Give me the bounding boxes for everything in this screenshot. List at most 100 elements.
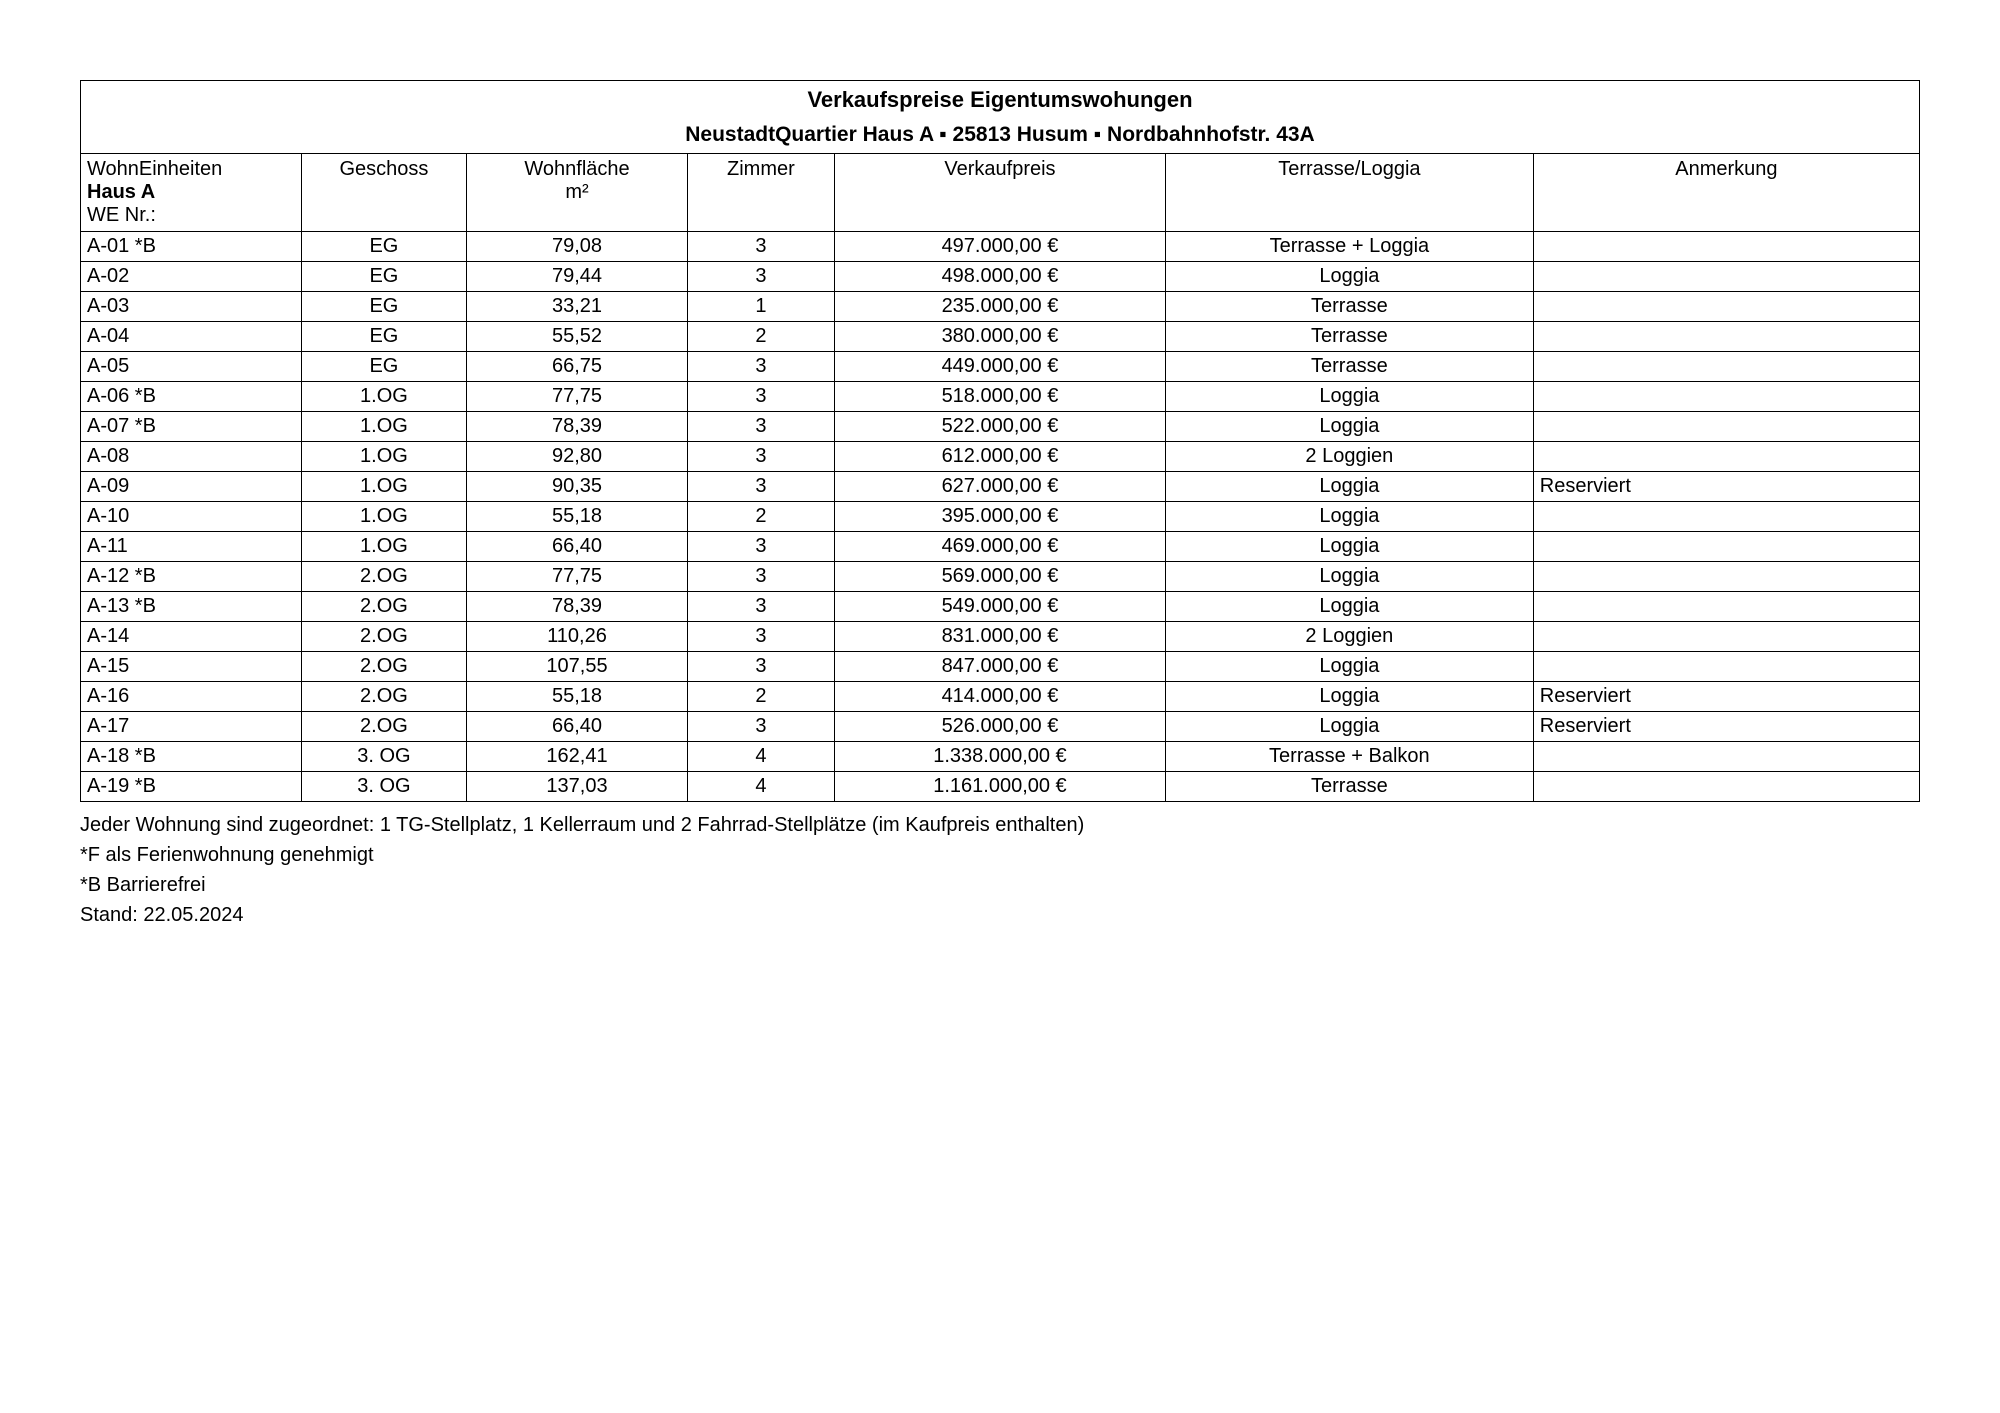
cell-outdoor: 2 Loggien [1165,442,1533,472]
cell-flaeche: 137,03 [467,772,688,802]
cell-we: A-03 [81,292,302,322]
table-row: A-13 *B2.OG78,393549.000,00 €Loggia [81,592,1920,622]
cell-we: A-06 *B [81,382,302,412]
cell-preis: 522.000,00 € [834,412,1165,442]
cell-note [1533,382,1919,412]
cell-zimmer: 3 [687,472,834,502]
cell-zimmer: 3 [687,592,834,622]
cell-outdoor: Loggia [1165,532,1533,562]
footnote-line-2: *F als Ferienwohnung genehmigt [80,840,1920,870]
cell-note [1533,502,1919,532]
table-row: A-07 *B1.OG78,393522.000,00 €Loggia [81,412,1920,442]
cell-geschoss: 1.OG [301,502,467,532]
cell-note [1533,442,1919,472]
cell-preis: 395.000,00 € [834,502,1165,532]
cell-zimmer: 3 [687,412,834,442]
cell-geschoss: 2.OG [301,562,467,592]
col-header-flaeche-l2: m² [473,181,681,204]
col-header-preis: Verkaufpreis [834,154,1165,232]
cell-flaeche: 110,26 [467,622,688,652]
table-row: A-19 *B3. OG137,0341.161.000,00 €Terrass… [81,772,1920,802]
cell-flaeche: 77,75 [467,562,688,592]
cell-preis: 549.000,00 € [834,592,1165,622]
cell-outdoor: Terrasse [1165,292,1533,322]
cell-flaeche: 66,40 [467,712,688,742]
cell-geschoss: EG [301,322,467,352]
table-subtitle: NeustadtQuartier Haus A ▪ 25813 Husum ▪ … [81,119,1920,154]
cell-outdoor: Terrasse + Balkon [1165,742,1533,772]
cell-we: A-15 [81,652,302,682]
cell-preis: 380.000,00 € [834,322,1165,352]
table-row: A-18 *B3. OG162,4141.338.000,00 €Terrass… [81,742,1920,772]
cell-we: A-12 *B [81,562,302,592]
cell-preis: 449.000,00 € [834,352,1165,382]
cell-note [1533,232,1919,262]
cell-we: A-08 [81,442,302,472]
cell-geschoss: 1.OG [301,472,467,502]
col-header-geschoss: Geschoss [301,154,467,232]
cell-outdoor: Loggia [1165,712,1533,742]
cell-zimmer: 3 [687,352,834,382]
table-row: A-091.OG90,353627.000,00 €LoggiaReservie… [81,472,1920,502]
cell-note: Reserviert [1533,712,1919,742]
cell-geschoss: EG [301,352,467,382]
cell-preis: 526.000,00 € [834,712,1165,742]
cell-we: A-18 *B [81,742,302,772]
cell-flaeche: 79,08 [467,232,688,262]
cell-note [1533,772,1919,802]
cell-flaeche: 33,21 [467,292,688,322]
cell-geschoss: 2.OG [301,622,467,652]
cell-outdoor: Loggia [1165,382,1533,412]
cell-geschoss: 2.OG [301,712,467,742]
cell-note [1533,562,1919,592]
cell-note [1533,622,1919,652]
table-row: A-03EG33,211235.000,00 €Terrasse [81,292,1920,322]
cell-we: A-13 *B [81,592,302,622]
cell-outdoor: Loggia [1165,502,1533,532]
cell-zimmer: 3 [687,562,834,592]
table-row: A-02EG79,443498.000,00 €Loggia [81,262,1920,292]
cell-preis: 831.000,00 € [834,622,1165,652]
cell-preis: 498.000,00 € [834,262,1165,292]
cell-geschoss: 3. OG [301,772,467,802]
cell-flaeche: 107,55 [467,652,688,682]
cell-note [1533,322,1919,352]
col-header-note: Anmerkung [1533,154,1919,232]
cell-flaeche: 77,75 [467,382,688,412]
cell-flaeche: 66,40 [467,532,688,562]
cell-we: A-01 *B [81,232,302,262]
cell-note [1533,262,1919,292]
footnote-line-4: Stand: 22.05.2024 [80,900,1920,930]
cell-note [1533,352,1919,382]
cell-zimmer: 2 [687,682,834,712]
table-row: A-12 *B2.OG77,753569.000,00 €Loggia [81,562,1920,592]
table-row: A-101.OG55,182395.000,00 €Loggia [81,502,1920,532]
table-row: A-05EG66,753449.000,00 €Terrasse [81,352,1920,382]
cell-preis: 1.161.000,00 € [834,772,1165,802]
cell-zimmer: 1 [687,292,834,322]
cell-flaeche: 162,41 [467,742,688,772]
table-title: Verkaufspreise Eigentumswohungen [81,81,1920,120]
cell-geschoss: 2.OG [301,652,467,682]
cell-zimmer: 3 [687,532,834,562]
cell-preis: 627.000,00 € [834,472,1165,502]
footnotes: Jeder Wohnung sind zugeordnet: 1 TG-Stel… [80,810,1920,930]
cell-outdoor: Loggia [1165,682,1533,712]
cell-geschoss: EG [301,232,467,262]
table-row: A-01 *BEG79,083497.000,00 €Terrasse + Lo… [81,232,1920,262]
cell-preis: 612.000,00 € [834,442,1165,472]
cell-zimmer: 3 [687,712,834,742]
cell-preis: 569.000,00 € [834,562,1165,592]
table-row: A-081.OG92,803612.000,00 €2 Loggien [81,442,1920,472]
table-row: A-142.OG110,263831.000,00 €2 Loggien [81,622,1920,652]
cell-zimmer: 3 [687,232,834,262]
cell-flaeche: 55,18 [467,682,688,712]
cell-preis: 847.000,00 € [834,652,1165,682]
pricing-table: Verkaufspreise Eigentumswohungen Neustad… [80,80,1920,802]
table-row: A-152.OG107,553847.000,00 €Loggia [81,652,1920,682]
cell-preis: 497.000,00 € [834,232,1165,262]
cell-zimmer: 2 [687,322,834,352]
cell-zimmer: 2 [687,502,834,532]
cell-flaeche: 78,39 [467,592,688,622]
cell-note [1533,292,1919,322]
